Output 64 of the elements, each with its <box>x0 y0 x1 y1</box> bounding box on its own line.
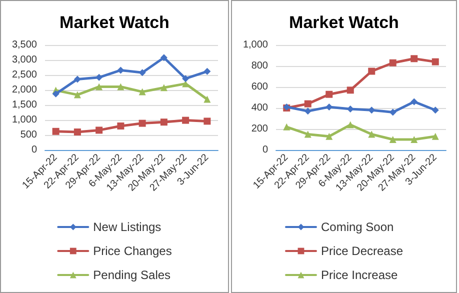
point <box>117 83 124 90</box>
point <box>182 75 190 82</box>
point <box>52 90 60 98</box>
point <box>389 59 396 66</box>
y-tick-label: 1,500 <box>12 100 38 110</box>
point <box>283 123 290 130</box>
point <box>138 88 146 96</box>
point <box>138 120 146 127</box>
y-tick-label: 1,000 <box>12 114 38 126</box>
point <box>368 106 376 114</box>
point <box>117 66 124 74</box>
y-tick-label: 800 <box>251 60 268 72</box>
point <box>432 58 439 66</box>
point <box>304 100 312 108</box>
y-tick-label: 500 <box>20 130 38 140</box>
y-tick-label: 2,500 <box>12 70 38 80</box>
point <box>74 76 81 83</box>
legend-label: New Listings <box>93 220 162 234</box>
legend-label: Price Increase <box>320 268 398 282</box>
point <box>368 68 376 75</box>
point <box>160 118 168 126</box>
point <box>182 116 190 124</box>
chart-title: Market Watch <box>60 13 170 32</box>
point <box>410 55 418 62</box>
point <box>346 86 354 94</box>
point <box>410 136 418 143</box>
chart-title: Market Watch <box>289 13 399 32</box>
point <box>389 136 396 143</box>
point <box>304 130 312 138</box>
point <box>160 54 168 62</box>
point <box>96 74 103 81</box>
legend-label: Coming Soon <box>320 220 394 234</box>
point <box>204 96 211 103</box>
y-tick-label: 600 <box>251 82 268 92</box>
legend-label: Price Changes <box>93 244 172 258</box>
point <box>74 91 81 98</box>
y-tick-label: 0 <box>31 144 38 156</box>
y-tick-label: 400 <box>251 102 268 114</box>
point <box>138 69 146 76</box>
legend-label: Pending Sales <box>93 268 171 282</box>
point <box>74 128 81 136</box>
point <box>410 98 418 106</box>
point <box>368 130 376 138</box>
point <box>160 84 168 92</box>
point <box>326 132 333 140</box>
point <box>52 128 60 135</box>
point <box>346 121 354 128</box>
point <box>204 118 211 125</box>
point <box>96 126 103 134</box>
point <box>389 108 396 116</box>
y-tick-label: 3,500 <box>12 40 38 50</box>
y-tick-label: 2,000 <box>12 84 38 96</box>
point <box>117 122 124 130</box>
y-tick-label: 0 <box>262 144 268 156</box>
point <box>304 108 312 115</box>
y-tick-label: 200 <box>251 124 268 134</box>
y-tick-label: 1,000 <box>242 40 268 50</box>
y-tick-label: 3,000 <box>12 54 38 66</box>
point <box>432 132 439 140</box>
point <box>432 106 439 114</box>
point <box>326 90 333 98</box>
legend-label: Price Decrease <box>320 244 404 258</box>
point <box>204 68 211 75</box>
point <box>96 83 103 90</box>
